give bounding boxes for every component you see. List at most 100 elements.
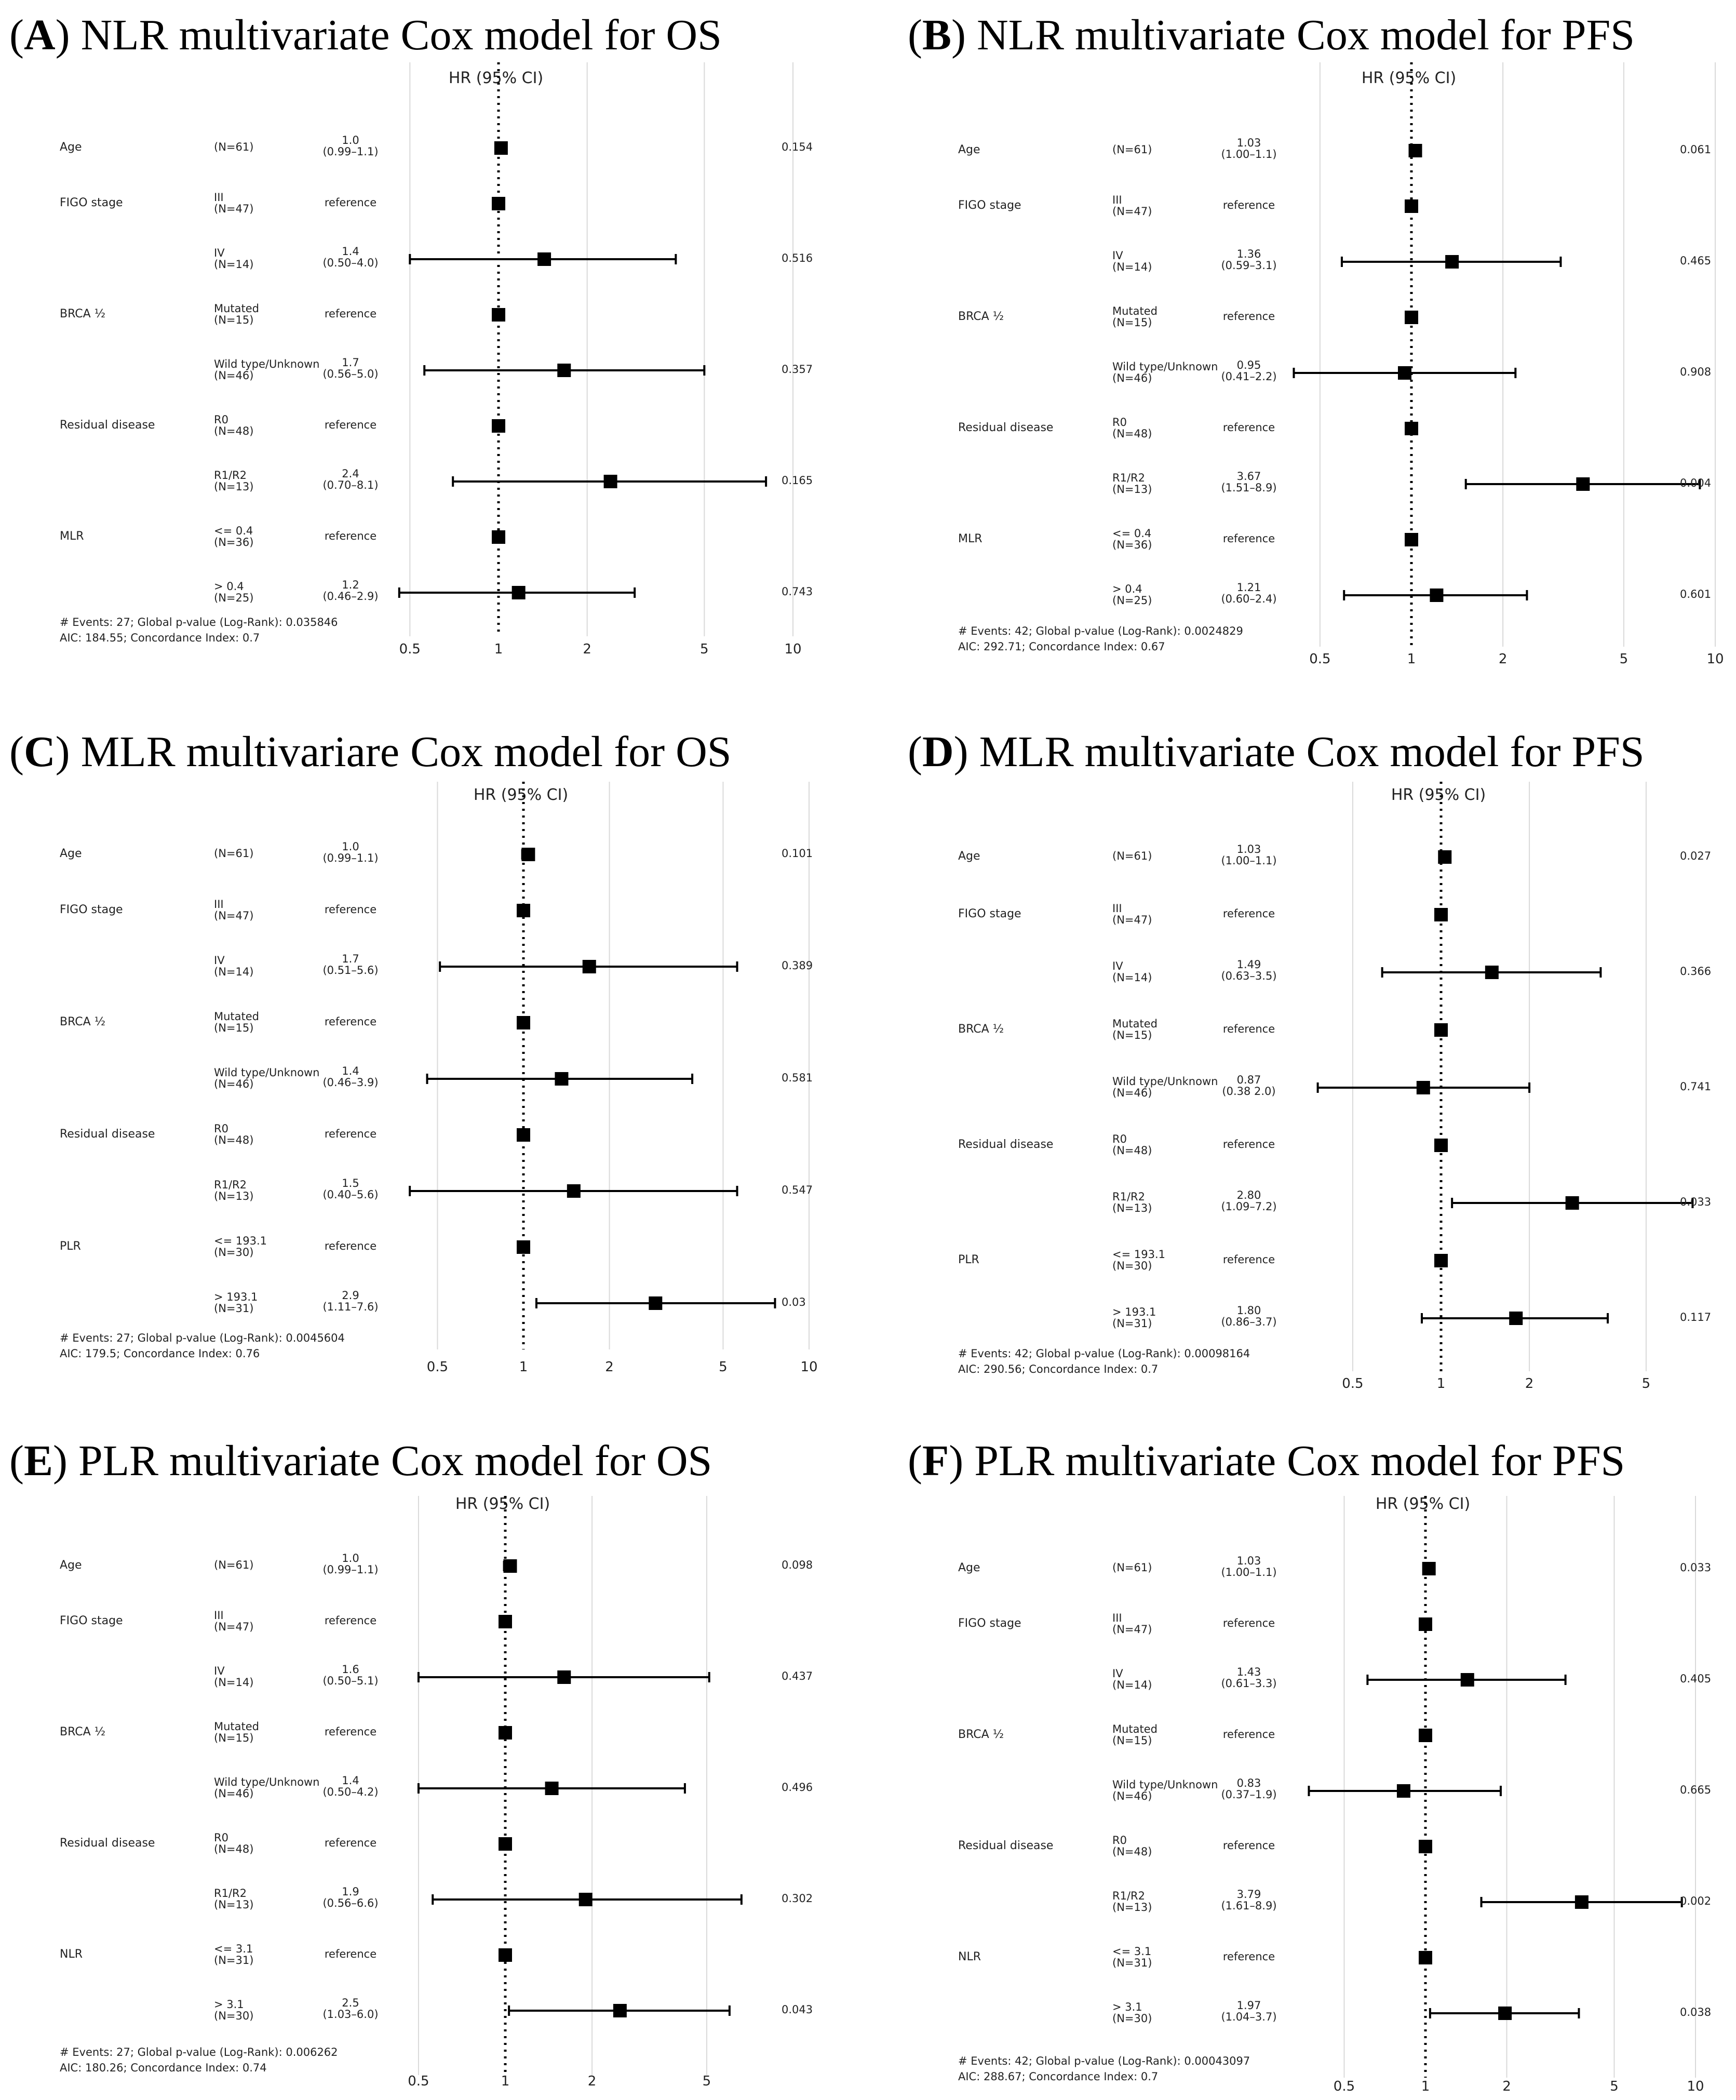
panel-e-hr-marker: [499, 1948, 512, 1962]
panel-c-row-n: (N=30): [214, 1246, 253, 1259]
panel-b-row-p-value: 0.004: [1680, 477, 1711, 489]
panel-a-row-hr: 1.2: [342, 579, 359, 591]
panel-e-row-p-value: 0.043: [782, 2003, 813, 2016]
panel-b-tick-label: 2: [1499, 651, 1508, 667]
panel-a-row-n: (N=36): [214, 536, 253, 549]
panel-e-tick-label: 1: [501, 2074, 510, 2089]
panel-a-row-hr: 1.4: [342, 245, 359, 258]
panel-e-row-level: Mutated: [214, 1720, 259, 1733]
panel-c-row-hr: 1.5: [342, 1177, 359, 1189]
panel-c-row-reference: reference: [325, 1128, 376, 1140]
panel-c-row-variable: Residual disease: [60, 1128, 155, 1141]
panel-a-row-n: (N=25): [214, 592, 253, 604]
panel-b-row-n: (N=48): [1112, 427, 1152, 440]
panel-f-row-level: <= 3.1: [1112, 1945, 1151, 1958]
panel-d-row-ci: (1.09–7.2): [1221, 1200, 1276, 1213]
panel-f-row-hr: 1.43: [1237, 1666, 1261, 1678]
panel-f-hr-marker: [1419, 1729, 1432, 1742]
panel-b-row-reference: reference: [1223, 532, 1275, 545]
panel-b-row-variable: Age: [958, 143, 980, 156]
panel-f-row-ci: (0.37–1.9): [1221, 1788, 1276, 1801]
panel-d-row-hr: 1.49: [1237, 958, 1261, 971]
panel-f-row-n: (N=46): [1112, 1790, 1152, 1802]
panel-d-hr-marker: [1416, 1081, 1430, 1094]
panel-e-row-reference: reference: [325, 1948, 376, 1960]
panel-d-tick-label: 5: [1642, 1376, 1651, 1392]
panel-c-row-level: R0: [214, 1122, 228, 1135]
panel-c-row-ci: (0.46–3.9): [322, 1076, 378, 1089]
panel-a-footer-aic: AIC: 184.55; Concordance Index: 0.7: [60, 632, 260, 644]
panel-f-row-hr: 1.03: [1237, 1555, 1261, 1567]
panel-a-x-label: HR (95% CI): [449, 69, 543, 87]
panel-b-row-level: III: [1112, 194, 1122, 206]
panel-f-footer-aic: AIC: 288.67; Concordance Index: 0.7: [958, 2070, 1158, 2083]
panel-c-row-level: Mutated: [214, 1010, 259, 1023]
panel-b-row-ci: (0.60–2.4): [1221, 593, 1276, 605]
panel-b-row-ci: (0.41–2.2): [1221, 370, 1276, 383]
panel-f-row-n: (N=31): [1112, 1957, 1152, 1969]
panel-b-row-reference: reference: [1223, 199, 1275, 211]
panel-b-row-ci: (0.59–3.1): [1221, 259, 1276, 272]
panel-a-row-p-value: 0.165: [782, 474, 813, 487]
panel-f-title: (F) PLR multivariate Cox model for PFS: [908, 1437, 1625, 1485]
panel-d-row-ci: (0.38 2.0): [1222, 1085, 1275, 1098]
panel-a-row-level: R1/R2: [214, 469, 247, 481]
panel-d-x-label: HR (95% CI): [1391, 786, 1486, 804]
panel-f-hr-marker: [1396, 1784, 1410, 1798]
panel-b-tick-label: 1: [1407, 651, 1416, 667]
panel-a-row-reference: reference: [325, 419, 376, 431]
panel-b-hr-marker: [1405, 533, 1418, 546]
panel-c-tick-label: 2: [605, 1359, 614, 1375]
panel-f-row-p-value: 0.038: [1680, 2006, 1711, 2018]
panel-b-hr-marker: [1445, 255, 1459, 269]
panel-c-hr-marker: [517, 1016, 530, 1029]
panel-d-tick-label: 0.5: [1342, 1376, 1363, 1392]
panel-b-row-p-value: 0.908: [1680, 366, 1711, 378]
panel-f-row-ci: (1.04–3.7): [1221, 2011, 1276, 2023]
panel-f-row-n: (N=14): [1112, 1679, 1152, 1691]
panel-c-tick-label: 1: [519, 1359, 528, 1375]
panel-f-row-n: (N=47): [1112, 1623, 1152, 1636]
panel-e-row-level: > 3.1: [214, 1998, 244, 2011]
panel-e-row-level: R1/R2: [214, 1887, 247, 1900]
panel-f-row-hr: 1.97: [1237, 1999, 1261, 2012]
panel-a-tick-label: 1: [494, 641, 503, 657]
panel-d-tick-label: 2: [1525, 1376, 1534, 1392]
panel-a-tick-label: 0.5: [399, 641, 421, 657]
panel-b-row-n: (N=14): [1112, 261, 1152, 273]
panel-e-row-p-value: 0.496: [782, 1781, 813, 1794]
panel-a-row-p-value: 0.154: [782, 141, 813, 153]
panel-b-hr-marker: [1405, 422, 1418, 435]
panel-b-hr-marker: [1405, 311, 1418, 324]
panel-f-row-ci: (1.61–8.9): [1221, 1900, 1276, 1912]
panel-c-row-p-value: 0.101: [782, 847, 813, 860]
panel-c-row-n: (N=15): [214, 1022, 253, 1034]
panel-e-row-ci: (0.50–4.2): [322, 1786, 378, 1798]
panel-c-title: (C) MLR multivariare Cox model for OS: [9, 728, 731, 776]
panel-e-row-n: (N=14): [214, 1676, 253, 1689]
panel-a-row-variable: Age: [60, 141, 82, 154]
panel-a-row-p-value: 0.743: [782, 585, 813, 598]
panel-a-row-level: R0: [214, 413, 228, 426]
panel-d-row-reference: reference: [1223, 1023, 1275, 1035]
panel-e-row-n: (N=30): [214, 2010, 253, 2022]
panel-a-row-ci: (0.70–8.1): [322, 479, 378, 491]
panel-c-row-reference: reference: [325, 1015, 376, 1028]
panel-c-hr-marker: [517, 904, 530, 917]
panel-e-row-reference: reference: [325, 1726, 376, 1738]
panel-d-row-reference: reference: [1223, 907, 1275, 920]
panel-d-footer-events: # Events: 42; Global p-value (Log-Rank):…: [958, 1347, 1250, 1360]
panel-b-row-hr: 1.21: [1237, 581, 1261, 594]
panel-a-row-ci: (0.99–1.1): [322, 145, 378, 158]
panel-c-row-variable: BRCA ½: [60, 1015, 105, 1028]
panel-c-hr-marker: [567, 1184, 581, 1198]
panel-f-row-level: > 3.1: [1112, 2001, 1142, 2013]
panel-e-hr-marker: [503, 1559, 517, 1573]
panel-c-row-p-value: 0.03: [782, 1296, 806, 1308]
panel-f-row-hr: 0.83: [1237, 1777, 1261, 1789]
panel-e-hr-marker: [499, 1615, 512, 1628]
panel-d-hr-marker: [1434, 1254, 1448, 1267]
panel-c-row-level: IV: [214, 954, 225, 967]
panel-e-row-variable: FIGO stage: [60, 1614, 123, 1627]
